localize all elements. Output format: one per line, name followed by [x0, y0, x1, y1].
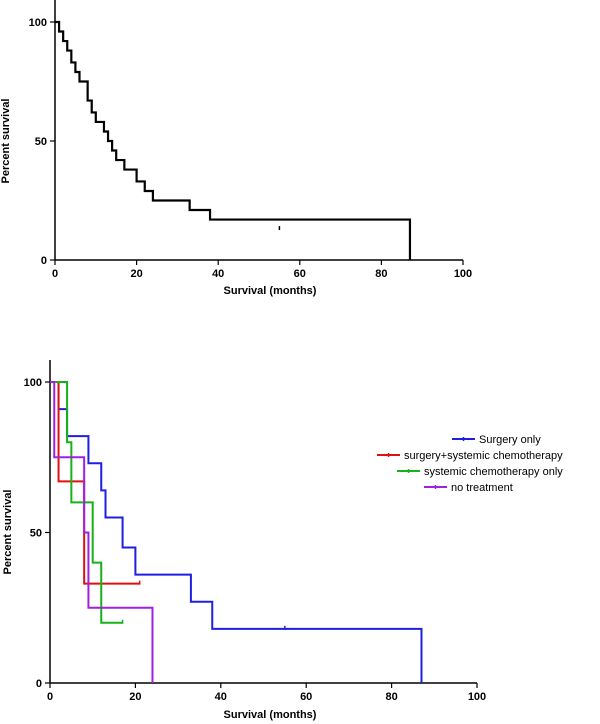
legend-entry: systemic chemotherapy only — [424, 466, 563, 478]
y-tick-label: 50 — [30, 528, 42, 540]
chart-2: 0 20 40 60 80 100 0 50 100 Survival (months) Perce… — [2, 360, 563, 721]
chart-1: 0 20 40 60 80 100 0 50 100 Survival (months) Perce… — [0, 0, 472, 297]
y-tick-label: 0 — [41, 255, 47, 267]
x-tick-label: 80 — [375, 268, 387, 280]
y-tick-label: 100 — [24, 377, 42, 389]
x-axis-title: Survival (months) — [224, 285, 317, 297]
x-axis-title: Survival (months) — [224, 709, 317, 721]
y-tick-label: 50 — [35, 136, 47, 148]
x-tick-label: 100 — [454, 268, 472, 280]
x-tick-label: 100 — [468, 691, 486, 703]
y-tick-label: 0 — [36, 678, 42, 690]
legend-entry: no treatment — [451, 482, 513, 494]
x-tick-label: 20 — [130, 268, 142, 280]
x-tick-label: 80 — [385, 691, 397, 703]
y-axis-title: Percent survival — [0, 99, 12, 184]
series-line-1 — [55, 20, 412, 260]
series-line-3 — [50, 381, 123, 624]
series-line-4 — [50, 381, 154, 683]
y-axis-title: Percent survival — [2, 490, 14, 575]
x-tick-label: 20 — [129, 691, 141, 703]
x-tick-label: 60 — [300, 691, 312, 703]
x-tick-label: 60 — [294, 268, 306, 280]
x-tick-label: 0 — [52, 268, 58, 280]
legend-entry: Surgery only — [479, 434, 541, 446]
x-tick-label: 40 — [215, 691, 227, 703]
series-line-2 — [50, 381, 140, 585]
legend-entry: surgery+systemic chemotherapy — [404, 450, 563, 462]
x-tick-label: 0 — [47, 691, 53, 703]
y-tick-label: 100 — [29, 17, 47, 29]
series-line-1 — [50, 381, 423, 683]
x-tick-label: 40 — [212, 268, 224, 280]
